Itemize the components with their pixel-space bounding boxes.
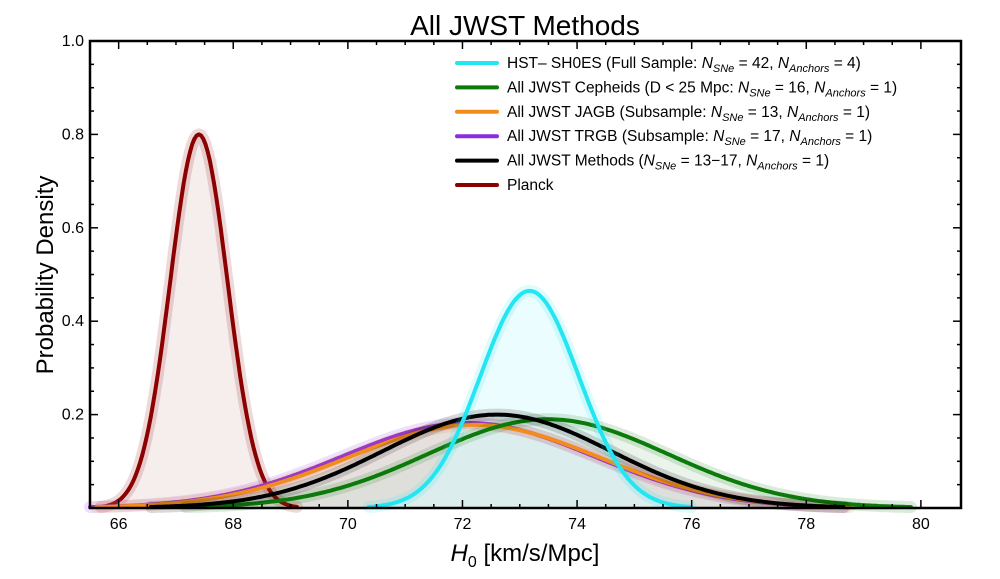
curve-all-jwst-methods xyxy=(149,412,846,509)
x-tick-label: 74 xyxy=(568,516,586,533)
y-tick-label: 1.0 xyxy=(62,33,84,50)
chart-title: All JWST Methods xyxy=(410,10,640,41)
legend-label-all-jwst-cepheids: All JWST Cepheids (D < 25 Mpc: NSNe = 16… xyxy=(507,79,897,99)
x-tick-label: 68 xyxy=(224,516,242,533)
plot-frame xyxy=(88,39,963,510)
x-tick-label: 72 xyxy=(454,516,472,533)
x-tick-label: 66 xyxy=(110,516,128,533)
y-tick-label: 0.6 xyxy=(62,220,84,237)
x-axis-label-subscript: 0 xyxy=(468,554,477,571)
fill-planck xyxy=(100,134,297,508)
legend-label-hst-sh0es: HST– SH0ES (Full Sample: NSNe = 42, NAnc… xyxy=(507,55,861,75)
x-tick-label: 80 xyxy=(912,516,930,533)
legend-label-all-jwst-trgb: All JWST TRGB (Subsample: NSNe = 17, NAn… xyxy=(507,128,872,148)
curve-planck xyxy=(98,132,299,509)
legend-label-all-jwst-methods: All JWST Methods (NSNe = 13−17, NAnchors… xyxy=(507,153,829,173)
density-curves xyxy=(84,128,917,514)
curve-hst-sh0es xyxy=(366,288,693,509)
x-axis-label-symbol: H xyxy=(451,540,469,567)
y-axis-label: Probability Density xyxy=(32,176,59,375)
x-tick-label: 70 xyxy=(339,516,357,533)
curve-all-jwst-cepheids xyxy=(183,417,913,510)
tick-labels: 66 68 70 72 74 76 78 80 0.2 0.4 0.6 0.8 1.0 xyxy=(62,33,930,533)
legend-label-planck: Planck xyxy=(507,177,554,194)
y-tick-label: 0.2 xyxy=(62,407,84,424)
x-tick-label: 78 xyxy=(797,516,815,533)
y-tick-label: 0.8 xyxy=(62,126,84,143)
legend: HST– SH0ES (Full Sample: NSNe = 42, NAnc… xyxy=(455,55,897,194)
x-tick-label: 76 xyxy=(683,516,701,533)
legend-label-all-jwst-jagb: All JWST JAGB (Subsample: NSNe = 13, NAn… xyxy=(507,104,870,124)
x-axis-label: H0 [km/s/Mpc] xyxy=(451,540,600,571)
x-axis-label-units: [km/s/Mpc] xyxy=(477,540,600,567)
y-tick-label: 0.4 xyxy=(62,313,84,330)
